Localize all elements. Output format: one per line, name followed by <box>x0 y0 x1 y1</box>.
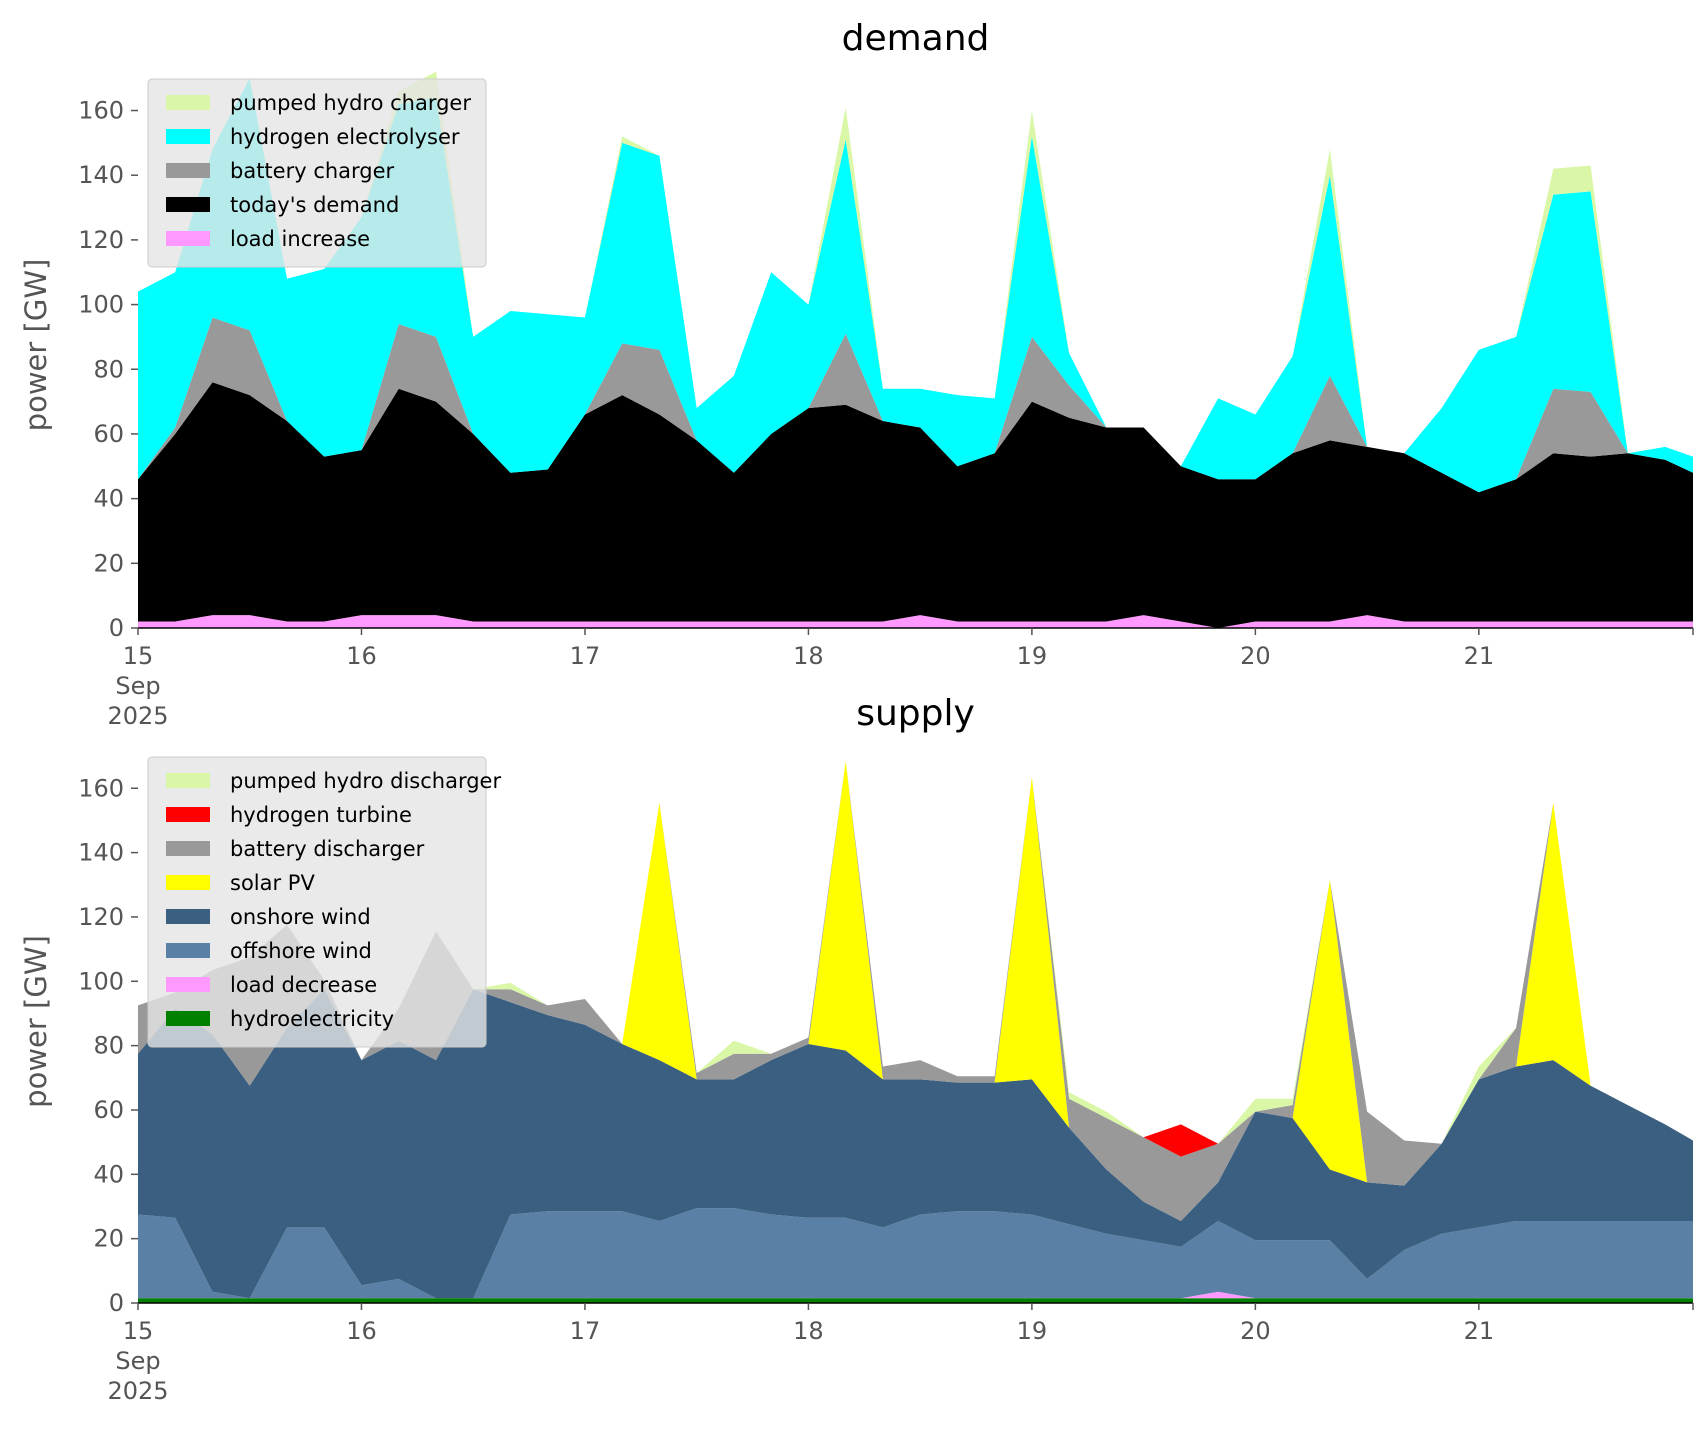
y-tick-label: 160 <box>78 97 124 125</box>
area-hydrogen-electrolyser <box>138 78 1693 493</box>
y-tick-label: 120 <box>78 903 124 931</box>
x-tick-label: 18 <box>793 642 824 670</box>
y-tick-label: 20 <box>93 1225 124 1253</box>
legend-label-today-s-demand: today's demand <box>230 193 399 217</box>
area-onshore-wind <box>138 989 1693 1299</box>
legend-label-offshore-wind: offshore wind <box>230 939 372 963</box>
legend-swatch-hydroelectricity <box>166 1011 210 1026</box>
legend-label-pumped-hydro-discharger: pumped hydro discharger <box>230 769 501 793</box>
legend-label-solar-pv: solar PV <box>230 871 315 895</box>
panel-title: demand <box>842 18 990 59</box>
y-tick-label: 20 <box>93 549 124 577</box>
y-tick-label: 160 <box>78 774 124 802</box>
x-tick-label: 17 <box>570 1317 601 1345</box>
x-tick-label: 20 <box>1240 642 1271 670</box>
legend-frame <box>147 78 487 268</box>
y-tick-label: 100 <box>78 967 124 995</box>
legend-swatch-hydrogen-turbine <box>166 807 210 822</box>
legend-swatch-solar-pv <box>166 875 210 890</box>
area-hydroelectricity <box>138 1298 1693 1303</box>
x-tick-label: 16 <box>346 1317 377 1345</box>
y-tick-label: 40 <box>93 1160 124 1188</box>
legend-label-battery-discharger: battery discharger <box>230 837 425 861</box>
y-tick-label: 80 <box>93 355 124 383</box>
area-load-increase <box>138 615 1693 628</box>
y-axis-label: power [GW] <box>19 935 53 1108</box>
legend-swatch-offshore-wind <box>166 943 210 958</box>
legend-swatch-load-decrease <box>166 977 210 992</box>
y-tick-label: 100 <box>78 291 124 319</box>
legend-label-load-decrease: load decrease <box>230 973 377 997</box>
legend: pumped hydro discharger hydrogen turbine b… <box>147 756 501 1048</box>
legend-label-hydrogen-electrolyser: hydrogen electrolyser <box>230 125 460 149</box>
x-tick-label: Sep <box>115 1347 160 1375</box>
x-tick-label: 19 <box>1017 1317 1048 1345</box>
x-tick-label: 21 <box>1464 642 1495 670</box>
legend-swatch-battery-discharger <box>166 841 210 856</box>
area-solar-pv <box>138 760 1693 1221</box>
x-tick-label: 16 <box>346 642 377 670</box>
legend-swatch-hydrogen-electrolyser <box>166 129 210 144</box>
area-battery-charger <box>138 317 1693 493</box>
y-tick-label: 0 <box>109 1289 124 1317</box>
legend-swatch-load-increase <box>166 231 210 246</box>
legend-label-load-increase: load increase <box>230 227 370 251</box>
legend-label-battery-charger: battery charger <box>230 159 395 183</box>
y-tick-label: 60 <box>93 1096 124 1124</box>
y-tick-label: 80 <box>93 1032 124 1060</box>
panel-title: supply <box>856 693 975 734</box>
legend-swatch-pumped-hydro-charger <box>166 95 210 110</box>
legend-swatch-onshore-wind <box>166 909 210 924</box>
x-tick-label: 18 <box>793 1317 824 1345</box>
y-tick-label: 0 <box>109 614 124 642</box>
legend-swatch-pumped-hydro-discharger <box>166 773 210 788</box>
legend-label-hydrogen-turbine: hydrogen turbine <box>230 803 412 827</box>
y-tick-label: 120 <box>78 226 124 254</box>
y-tick-label: 60 <box>93 420 124 448</box>
x-tick-label: Sep <box>115 672 160 700</box>
legend-label-pumped-hydro-charger: pumped hydro charger <box>230 91 471 115</box>
y-tick-label: 140 <box>78 161 124 189</box>
y-tick-label: 140 <box>78 839 124 867</box>
x-tick-label: 21 <box>1464 1317 1495 1345</box>
legend: pumped hydro charger hydrogen electrolyse… <box>147 78 487 268</box>
x-tick-label: 2025 <box>107 702 168 730</box>
x-tick-label: 15 <box>123 642 154 670</box>
legend-swatch-today-s-demand <box>166 197 210 212</box>
x-tick-label: 15 <box>123 1317 154 1345</box>
x-tick-label: 20 <box>1240 1317 1271 1345</box>
legend-label-hydroelectricity: hydroelectricity <box>230 1007 394 1031</box>
area-offshore-wind <box>138 1208 1693 1299</box>
legend-frame <box>147 756 487 1048</box>
y-tick-label: 40 <box>93 485 124 513</box>
x-tick-label: 2025 <box>107 1377 168 1405</box>
x-tick-label: 19 <box>1017 642 1048 670</box>
legend-swatch-battery-charger <box>166 163 210 178</box>
legend-label-onshore-wind: onshore wind <box>230 905 371 929</box>
area-today-s-demand <box>138 382 1693 628</box>
x-tick-label: 17 <box>570 642 601 670</box>
y-axis-label: power [GW] <box>19 259 53 432</box>
